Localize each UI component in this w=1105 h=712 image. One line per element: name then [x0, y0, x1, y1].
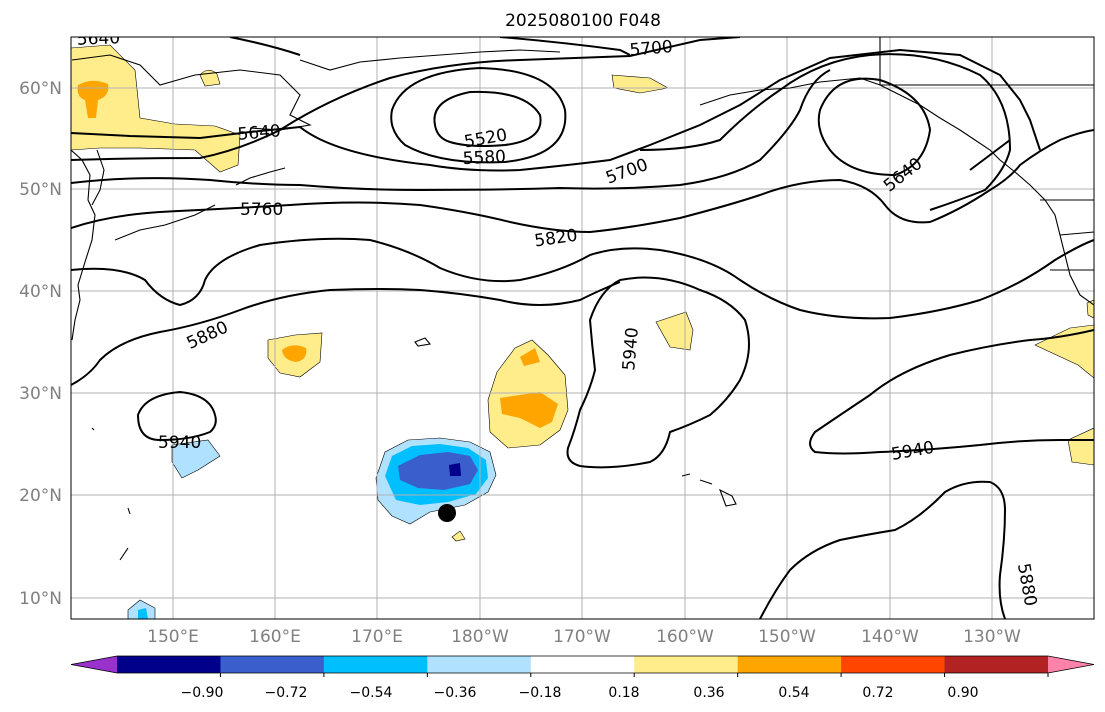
- lat-tick-label: 10°N: [19, 589, 62, 609]
- map-panel: 5640 5700 5520 5580 5700 5640 5640 5760 …: [71, 28, 1094, 619]
- positive-anomaly-region: [655, 311, 694, 351]
- contour-label: 5940: [619, 327, 643, 372]
- lon-tick-label: 150°E: [147, 627, 199, 647]
- colorbar-ticks: −0.90 −0.72 −0.54 −0.36 −0.18 0.18 0.36 …: [181, 685, 979, 701]
- longitude-labels: 150°E 160°E 170°E 180°W 170°W 160°W 150°…: [147, 627, 1021, 647]
- positive-anomaly-core: [77, 80, 109, 118]
- contour-label: 5700: [629, 37, 674, 61]
- lat-tick-label: 40°N: [19, 282, 62, 302]
- lon-tick-label: 170°W: [553, 627, 611, 647]
- colorbar-tick-label: 0.90: [947, 685, 978, 701]
- colorbar-extend-low: [71, 656, 117, 673]
- lon-tick-label: 180°W: [451, 627, 509, 647]
- colorbar-tick-label: −0.54: [350, 685, 393, 701]
- storm-position-marker: [438, 504, 456, 522]
- colorbar-tick-label: −0.18: [519, 685, 562, 701]
- contour-label: 5640: [76, 28, 120, 49]
- colorbar-segment: [944, 656, 1049, 673]
- lon-tick-label: 140°W: [861, 627, 919, 647]
- height-contours: [71, 37, 1094, 619]
- latitude-labels: 60°N 50°N 40°N 30°N 20°N 10°N: [19, 79, 62, 609]
- positive-anomaly-core: [282, 345, 307, 362]
- colorbar-tick-label: −0.90: [181, 685, 224, 701]
- positive-anomaly-region: [451, 530, 466, 542]
- map-title: 2025080100 F048: [505, 11, 661, 31]
- negative-anomaly-region: [171, 439, 221, 479]
- contour-label: 5760: [240, 200, 283, 220]
- colorbar-segment: [117, 656, 221, 673]
- lon-tick-label: 160°E: [249, 627, 301, 647]
- colorbar-tick-label: 0.54: [778, 685, 809, 701]
- colorbar-tick-label: −0.72: [265, 685, 308, 701]
- positive-anomaly-region: [71, 44, 241, 173]
- positive-anomaly-core: [500, 392, 558, 428]
- colorbar-segment: [220, 656, 325, 673]
- lon-tick-label: 160°W: [656, 627, 714, 647]
- colorbar-tick-label: 0.72: [862, 685, 893, 701]
- contour-label: 5940: [158, 433, 201, 453]
- lon-tick-label: 150°W: [758, 627, 816, 647]
- colorbar-segment: [737, 656, 842, 673]
- colorbar-segment: [427, 656, 532, 673]
- colorbar-tick-label: 0.36: [693, 685, 724, 701]
- colorbar-tick-label: −0.36: [434, 685, 477, 701]
- colorbar-segment: [634, 656, 739, 673]
- colorbar-segment: [841, 656, 946, 673]
- lat-tick-label: 50°N: [19, 180, 62, 200]
- colorbar-segment: [530, 656, 635, 673]
- colorbar-outline: [70, 655, 1095, 674]
- positive-anomaly-region: [1067, 427, 1094, 466]
- lat-tick-label: 60°N: [19, 79, 62, 99]
- colorbar-tick-label: 0.18: [608, 685, 639, 701]
- lat-tick-label: 30°N: [19, 384, 62, 404]
- colorbar-segments: [70, 655, 1095, 677]
- negative-anomaly-region: [398, 452, 478, 490]
- map-frame: [70, 36, 1095, 620]
- anomaly-shading: [71, 44, 1094, 619]
- negative-anomaly-region: [449, 463, 461, 476]
- contour-label: 5640: [237, 121, 282, 145]
- positive-anomaly-region: [1086, 299, 1094, 319]
- contour-label: 5580: [462, 147, 506, 169]
- negative-anomaly-region: [138, 608, 148, 619]
- lon-tick-label: 170°E: [351, 627, 403, 647]
- colorbar-segment: [323, 656, 428, 673]
- colorbar: −0.90 −0.72 −0.54 −0.36 −0.18 0.18 0.36 …: [70, 655, 1095, 701]
- positive-anomaly-core: [520, 348, 540, 366]
- lon-tick-label: 130°W: [963, 627, 1021, 647]
- lat-tick-label: 20°N: [19, 486, 62, 506]
- colorbar-extend-high: [1048, 656, 1094, 673]
